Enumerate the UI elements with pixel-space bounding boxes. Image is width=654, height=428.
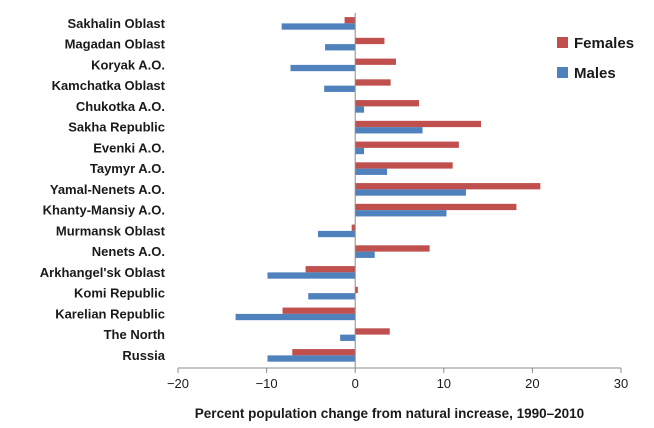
bar-females-1 <box>355 37 385 45</box>
bar-males-16 <box>267 355 356 362</box>
bar-males-5 <box>355 127 423 134</box>
bar-females-11 <box>355 245 430 252</box>
bar-females-2 <box>355 58 396 65</box>
category-label: Karelian Republic <box>55 306 165 321</box>
bar-females-12 <box>305 266 356 273</box>
category-label: Russia <box>122 348 165 363</box>
category-label: Koryak A.O. <box>91 57 165 72</box>
bar-females-5 <box>355 120 482 128</box>
bar-males-3 <box>324 85 356 92</box>
bar-females-4 <box>355 100 419 107</box>
category-label: Khanty-Mansiy A.O. <box>43 203 165 218</box>
bar-females-0 <box>344 17 356 24</box>
bar-females-13 <box>355 286 358 294</box>
x-tick-label: 10 <box>437 376 451 391</box>
bar-males-12 <box>267 272 356 279</box>
bar-females-8 <box>355 183 541 190</box>
bar-males-14 <box>235 313 356 321</box>
category-labels: Sakhalin Oblast Magadan Oblast Koryak A.O.… <box>40 16 166 363</box>
bar-females-7 <box>355 162 453 169</box>
x-axis-title: Percent population change from natural i… <box>195 406 584 421</box>
bar-females-10 <box>351 224 356 231</box>
bar-males-0 <box>281 23 356 30</box>
category-label: Magadan Oblast <box>65 37 166 52</box>
x-ticks: −20 −10 0 10 20 30 <box>167 368 628 391</box>
category-label: Evenki A.O. <box>93 140 165 155</box>
category-label: Nenets A.O. <box>92 244 165 259</box>
x-tick-label: 30 <box>614 376 628 391</box>
category-label: Kamchatka Oblast <box>52 78 166 93</box>
legend: Females Males <box>557 35 634 82</box>
category-label: The North <box>104 327 165 342</box>
bar-females-16 <box>292 349 356 356</box>
category-label: Sakhalin Oblast <box>67 16 165 31</box>
bar-males-15 <box>340 334 356 341</box>
legend-label-females: Females <box>574 35 634 52</box>
legend-label-males: Males <box>574 65 616 82</box>
bar-males-13 <box>308 293 356 300</box>
bar-males-8 <box>355 189 466 196</box>
bars-layer <box>235 17 541 362</box>
bar-males-1 <box>325 44 356 51</box>
category-label: Yamal-Nenets A.O. <box>50 182 165 197</box>
bar-males-9 <box>355 210 447 217</box>
bar-males-6 <box>355 147 365 155</box>
x-tick-label: 0 <box>352 376 359 391</box>
category-label: Komi Republic <box>74 286 165 301</box>
category-label: Sakha Republic <box>68 120 165 135</box>
category-label: Taymyr A.O. <box>90 161 165 176</box>
bar-females-9 <box>355 203 517 211</box>
legend-swatch-females <box>557 37 568 48</box>
bar-males-10 <box>317 230 356 238</box>
x-tick-label: 20 <box>525 376 539 391</box>
bar-males-7 <box>355 168 388 175</box>
category-label: Chukotka A.O. <box>76 99 165 114</box>
bar-males-2 <box>290 64 356 72</box>
category-label: Arkhangel'sk Oblast <box>40 265 166 280</box>
x-tick-label: −20 <box>167 376 189 391</box>
bar-females-6 <box>355 141 459 148</box>
category-label: Murmansk Oblast <box>56 223 166 238</box>
bar-females-14 <box>282 307 356 314</box>
bar-females-15 <box>355 328 390 335</box>
bar-males-11 <box>355 251 375 258</box>
bar-females-3 <box>355 79 391 86</box>
bar-males-4 <box>355 106 365 113</box>
legend-swatch-males <box>557 67 568 78</box>
x-tick-label: −10 <box>256 376 278 391</box>
